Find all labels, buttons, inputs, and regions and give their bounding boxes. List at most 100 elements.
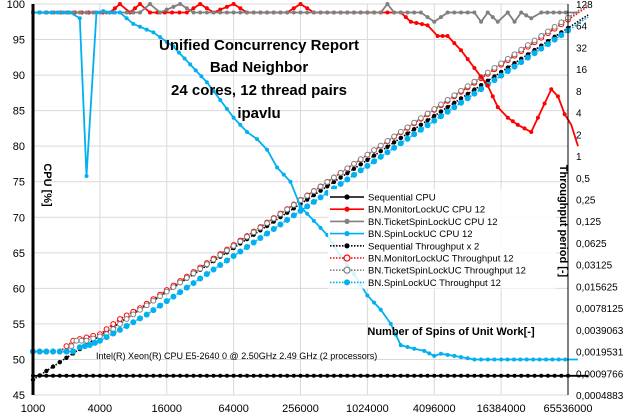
data-point: [318, 188, 323, 193]
data-point: [352, 10, 356, 15]
data-point: [418, 373, 423, 378]
data-point: [264, 230, 271, 237]
data-point: [408, 19, 413, 24]
data-point: [245, 10, 249, 15]
legend-swatch-marker: [344, 194, 350, 200]
data-point: [311, 192, 317, 198]
data-point: [504, 55, 511, 62]
data-point: [545, 28, 551, 35]
data-point: [150, 307, 157, 314]
data-point: [224, 10, 229, 15]
data-point: [148, 10, 153, 15]
data-point: [371, 153, 377, 158]
data-point: [459, 10, 463, 15]
data-point: [391, 133, 398, 140]
data-point: [124, 10, 129, 15]
data-point: [518, 357, 523, 362]
data-point: [485, 10, 490, 15]
y-right-tick-label: 0,125: [576, 217, 601, 228]
series-line: [33, 16, 589, 353]
data-point: [371, 158, 378, 165]
series-sequential-cpu: [31, 373, 589, 378]
data-point: [471, 90, 478, 97]
data-point: [338, 175, 343, 180]
data-point: [218, 373, 223, 378]
data-point: [50, 348, 57, 355]
data-point: [251, 373, 256, 378]
data-point: [498, 60, 505, 67]
data-point: [365, 10, 370, 15]
data-point: [170, 10, 175, 15]
data-point: [417, 126, 424, 133]
data-point: [378, 307, 383, 312]
data-point: [84, 174, 89, 179]
y-left-tick-label: 90: [13, 70, 25, 82]
data-point: [107, 10, 112, 15]
data-point: [238, 6, 243, 11]
data-point: [198, 2, 203, 6]
data-point: [171, 373, 176, 378]
x-label: Number of Spins of Unit Work[-]: [367, 326, 535, 338]
data-point: [204, 6, 209, 11]
data-point: [435, 33, 440, 38]
data-point: [444, 108, 451, 115]
data-point: [117, 321, 123, 327]
data-point: [325, 373, 330, 378]
data-point: [77, 373, 82, 378]
y-right-tick-label: 8: [576, 87, 582, 98]
data-point: [285, 10, 290, 15]
chart-title: Unified Concurrency Report Bad Neighbor …: [159, 37, 359, 122]
data-point: [157, 293, 163, 300]
y-left-tick-label: 50: [13, 354, 25, 366]
y-right-tick-label: 64: [576, 22, 588, 33]
series-line: [33, 2, 578, 24]
data-point: [377, 153, 384, 160]
data-point: [257, 224, 264, 231]
data-point: [91, 373, 96, 378]
data-point: [305, 211, 310, 216]
data-point: [558, 32, 565, 39]
data-point: [492, 357, 497, 362]
data-point: [277, 221, 284, 228]
y-right-tick-label: 32: [576, 43, 588, 54]
data-point: [531, 357, 536, 362]
legend-swatch-marker: [343, 266, 351, 274]
data-point: [110, 321, 117, 327]
data-point: [265, 373, 270, 378]
data-point: [350, 171, 357, 178]
data-point: [385, 144, 390, 149]
data-point: [244, 233, 250, 240]
data-point: [158, 35, 163, 40]
data-point: [539, 10, 544, 15]
data-point: [392, 10, 397, 15]
data-point: [111, 373, 116, 378]
data-point: [171, 44, 176, 49]
data-point: [377, 142, 384, 149]
data-point: [551, 36, 558, 43]
data-point: [331, 373, 336, 378]
y-right-tick-label: 4: [576, 109, 582, 120]
y-right-tick-label: 0,0009766: [576, 369, 624, 380]
data-point: [551, 23, 558, 30]
data-point: [479, 19, 484, 24]
data-point: [55, 10, 60, 15]
x-tick-label: 65536000: [544, 403, 593, 415]
data-point: [317, 183, 324, 190]
data-point: [511, 51, 518, 58]
data-point: [519, 10, 524, 15]
data-point: [270, 225, 277, 232]
legend-background: [328, 189, 556, 289]
legend-swatch-marker: [344, 206, 350, 212]
y-left-tick-label: 55: [13, 319, 25, 331]
legend-item: BN.MonitorLockUC CPU 12: [330, 205, 485, 216]
data-point: [457, 99, 464, 106]
data-point: [91, 339, 98, 346]
data-point: [130, 311, 137, 318]
data-point: [543, 357, 548, 362]
data-point: [425, 118, 430, 123]
data-point: [37, 373, 42, 378]
data-point: [538, 33, 545, 39]
data-point: [57, 360, 62, 365]
data-point: [277, 211, 284, 217]
data-point: [184, 373, 189, 378]
